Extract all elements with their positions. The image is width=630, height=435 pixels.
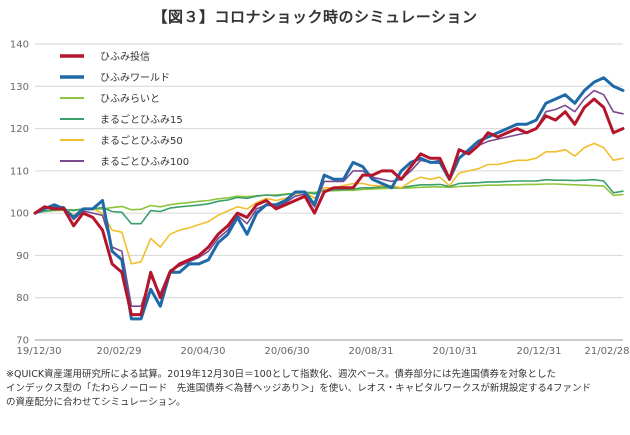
series-line	[33, 76, 625, 321]
x-tick-label: 20/10/31	[433, 346, 478, 357]
y-tick-label: 140	[10, 40, 29, 51]
y-tick-label: 120	[10, 124, 29, 135]
series-line	[34, 178, 624, 225]
y-tick-label: 70	[16, 336, 29, 347]
footnote: ※QUICK資産運用研究所による試算。2019年12月30日＝100として指数化…	[6, 368, 624, 410]
footnote-line-1: ※QUICK資産運用研究所による試算。2019年12月30日＝100として指数化…	[6, 369, 556, 380]
series-lines	[33, 76, 625, 321]
y-tick-label: 80	[16, 293, 29, 304]
legend-label: まるごとひふみ15	[100, 113, 183, 126]
x-axis: 19/12/30 20/02/29 20/04/30 20/06/30 20/08/31…	[17, 346, 630, 357]
x-tick-label: 20/02/29	[97, 346, 142, 357]
series-line	[33, 97, 625, 317]
y-tick-label: 90	[16, 251, 29, 262]
footnote-line-3: の資産配分に合わせてシミュレーション。	[6, 397, 186, 408]
x-tick-label: 20/04/30	[181, 346, 226, 357]
legend-label: まるごとひふみ50	[100, 134, 183, 147]
legend-label: ひふみワールド	[100, 72, 170, 84]
legend-label: ひふみ投信	[100, 50, 150, 63]
gridlines	[35, 43, 623, 341]
chart-title: 【図３】コロナショック時のシミュレーション	[152, 8, 478, 26]
x-tick-label: 20/12/31	[517, 346, 562, 357]
x-tick-label: 20/08/31	[349, 346, 394, 357]
y-tick-label: 110	[10, 166, 29, 177]
y-tick-label: 130	[10, 82, 29, 93]
series-line	[34, 142, 624, 265]
legend-label: まるごとひふみ100	[100, 155, 189, 168]
x-tick-label: 21/02/28	[585, 346, 630, 357]
footnote-line-2: インデックス型の「たわらノーロード 先進国債券＜為替ヘッジあり＞」を使い、レオス…	[6, 383, 591, 394]
y-axis: 70 80 90 100 110 120 130 140	[10, 40, 29, 347]
y-tick-label: 100	[10, 209, 29, 220]
x-tick-label: 19/12/30	[17, 346, 62, 357]
x-tick-label: 20/06/30	[265, 346, 310, 357]
legend-label: ひふみらいと	[100, 93, 160, 105]
